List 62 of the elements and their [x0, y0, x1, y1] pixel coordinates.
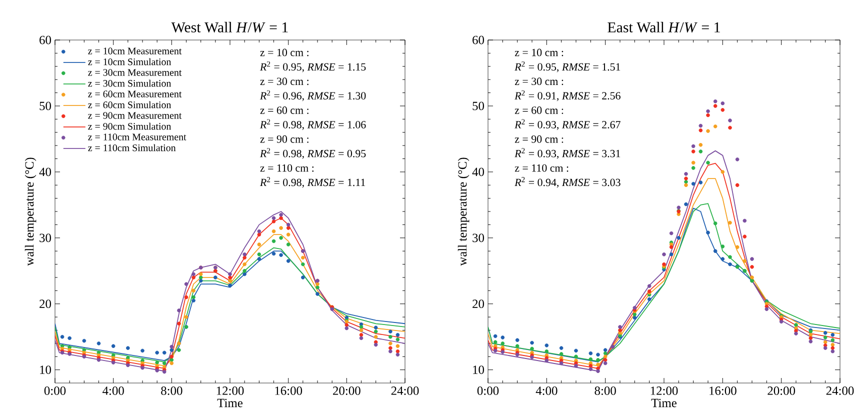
y-axis-title: wall temperature (°C) [24, 158, 36, 266]
annotation: R$^{2}$ = 0.95, RMSE = 1.51 [514, 61, 620, 72]
y-tick-label: 60 [472, 36, 484, 44]
y-tick-label: 30 [472, 234, 484, 242]
annotation: z = 10 cm : [514, 48, 564, 56]
y-tick-label: 50 [40, 102, 52, 110]
x-tick-label: 12:00 [216, 386, 244, 395]
chart-title: West Wall H/W = 1 [171, 22, 288, 32]
y-tick-label: 30 [40, 234, 52, 242]
y-axis-title: wall temperature (°C) [458, 158, 470, 266]
x-tick-label: 20:00 [333, 386, 360, 395]
legend-label: z = 10cm Measurement [88, 48, 182, 54]
x-tick-label: 16:00 [275, 386, 302, 395]
legend-label: z = 110cm Measurement [88, 134, 186, 140]
annotation: R$^{2}$ = 0.93, RMSE = 2.67 [514, 119, 620, 130]
y-tick-label: 20 [472, 300, 484, 308]
legend-label: z = 10cm Simulation [88, 58, 172, 66]
annotation: R$^{2}$ = 0.91, RMSE = 2.56 [514, 90, 620, 102]
legend-label: z = 90cm Simulation [88, 122, 172, 130]
legend-label: z = 60cm Simulation [88, 101, 172, 108]
annotation: R$^{2}$ = 0.93, RMSE = 3.31 [514, 148, 620, 159]
legend-label: z = 30cm Measurement [88, 69, 182, 76]
chart-title: East Wall H/W = 1 [608, 22, 720, 32]
x-tick-label: 8:00 [594, 386, 616, 395]
annotation: z = 60 cm : [514, 106, 564, 114]
x-tick-label: 0:00 [44, 386, 66, 395]
annotation: R$^{2}$ = 0.98, RMSE = 1.06 [260, 119, 366, 130]
legend-label: z = 110cm Simulation [88, 144, 176, 152]
annotation: z = 90 cm : [260, 135, 308, 143]
x-tick-label: 4:00 [536, 386, 558, 395]
x-tick-label: 16:00 [710, 386, 736, 395]
x-tick-label: 0:00 [477, 386, 499, 395]
annotation: z = 110 cm : [514, 164, 568, 172]
annotation: z = 30 cm : [514, 78, 564, 86]
annotation: z = 90 cm : [514, 135, 564, 143]
annotation: R$^{2}$ = 0.94, RMSE = 3.03 [514, 177, 620, 188]
x-tick-label: 20:00 [768, 386, 796, 395]
y-tick-label: 40 [39, 168, 52, 176]
legend-label: z = 90cm Measurement [88, 112, 182, 119]
y-tick-label: 40 [472, 168, 484, 176]
y-tick-label: 10 [473, 366, 484, 374]
x-tick-label: 24:00 [391, 386, 419, 395]
annotation: z = 10 cm : [260, 48, 308, 56]
annotation: R$^{2}$ = 0.98, RMSE = 0.95 [260, 148, 366, 159]
x-axis-title: Time [217, 398, 242, 408]
y-tick-label: 20 [40, 300, 52, 308]
x-tick-label: 4:00 [102, 386, 124, 395]
legend-label: z = 30cm Simulation [88, 80, 172, 87]
x-axis-title: Time [651, 398, 677, 408]
annotation: z = 110 cm : [260, 164, 314, 172]
annotation: R$^{2}$ = 0.95, RMSE = 1.15 [260, 61, 366, 72]
x-tick-label: 24:00 [826, 386, 854, 395]
annotation: z = 60 cm : [260, 106, 308, 114]
y-tick-label: 50 [472, 102, 484, 110]
legend-label: z = 60cm Measurement [88, 90, 182, 98]
x-tick-label: 12:00 [650, 386, 678, 395]
annotation: z = 30 cm : [260, 78, 308, 86]
y-tick-label: 60 [40, 36, 52, 44]
y-tick-label: 10 [40, 366, 52, 374]
annotation: R$^{2}$ = 0.96, RMSE = 1.30 [260, 90, 366, 102]
annotation: R$^{2}$ = 0.98, RMSE = 1.11 [260, 177, 366, 188]
x-tick-label: 8:00 [161, 386, 182, 395]
